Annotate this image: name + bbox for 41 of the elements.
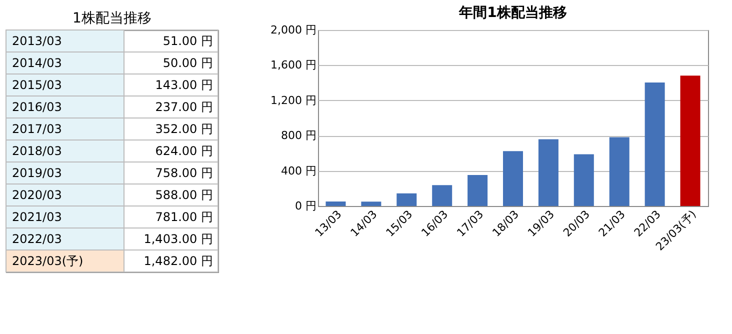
category-label: 2022/03 xyxy=(12,232,62,246)
data-label: 50.00 円 xyxy=(162,56,213,70)
data-label: 1,403.00 円 xyxy=(144,232,213,246)
bar xyxy=(574,154,594,206)
data-label: 352.00 円 xyxy=(155,122,213,136)
category-label: 2016/03 xyxy=(12,100,62,114)
data-label: 237.00 円 xyxy=(155,100,213,114)
category-label: 2017/03 xyxy=(12,122,62,136)
y-tick-label: 800 円 xyxy=(281,129,316,142)
bar xyxy=(609,137,630,206)
text: 1株配当推移 xyxy=(72,10,152,26)
category-label: 2021/03 xyxy=(12,210,62,224)
data-label: 143.00 円 xyxy=(155,78,213,92)
data-label: 781.00 円 xyxy=(155,210,213,224)
y-tick-label: 0 円 xyxy=(295,200,316,212)
data-label: 588.00 円 xyxy=(155,188,213,202)
data-label: 624.00 円 xyxy=(155,144,213,158)
category-label: 2023/03(予) xyxy=(12,254,84,268)
data-label: 758.00 円 xyxy=(155,166,213,180)
bar xyxy=(468,175,488,206)
category-label: 2014/03 xyxy=(12,56,62,70)
bar xyxy=(538,139,558,206)
data-label: 51.00 円 xyxy=(162,34,213,48)
chart-title: 年間1株配当推移 xyxy=(458,5,567,21)
category-label: 2018/03 xyxy=(12,144,62,158)
bar xyxy=(432,185,452,206)
bar xyxy=(396,193,417,206)
category-label: 2020/03 xyxy=(12,188,62,202)
category-label: 2013/03 xyxy=(12,34,62,48)
data-label: 1,482.00 円 xyxy=(144,254,213,268)
category-label: 2015/03 xyxy=(12,78,62,92)
bar xyxy=(644,82,665,206)
bar xyxy=(680,76,700,206)
bar xyxy=(326,202,346,206)
bar xyxy=(361,202,382,206)
y-tick-label: 2,000 円 xyxy=(270,24,316,36)
y-tick-label: 400 円 xyxy=(281,164,316,178)
category-label: 2019/03 xyxy=(12,166,62,180)
y-tick-label: 1,600 円 xyxy=(270,58,316,72)
bar xyxy=(503,151,523,206)
y-tick-label: 1,200 円 xyxy=(270,94,316,107)
